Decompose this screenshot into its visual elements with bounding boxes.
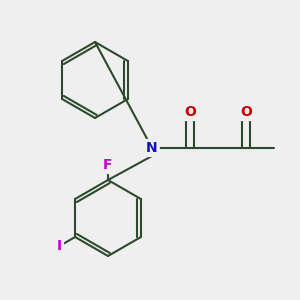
Text: O: O [240, 105, 252, 119]
Text: I: I [57, 239, 62, 253]
Text: F: F [103, 158, 113, 172]
Text: O: O [184, 105, 196, 119]
Text: N: N [146, 141, 158, 155]
